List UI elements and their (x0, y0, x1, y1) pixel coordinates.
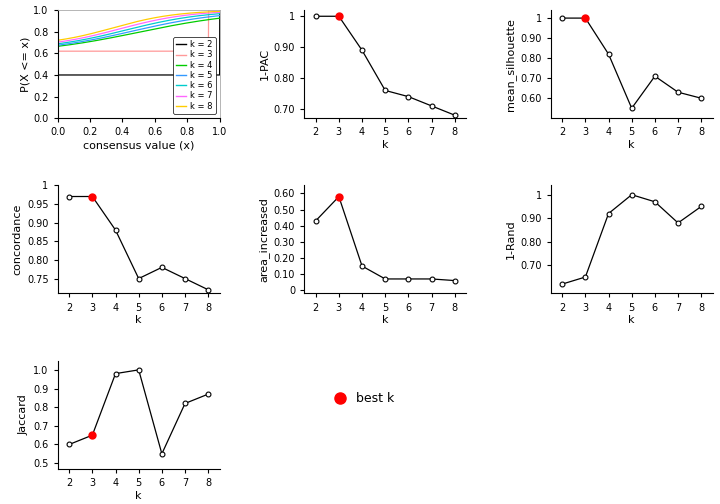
X-axis label: k: k (382, 140, 389, 150)
X-axis label: k: k (382, 316, 389, 325)
Y-axis label: P(X <= x): P(X <= x) (20, 36, 30, 92)
Y-axis label: Jaccard: Jaccard (19, 394, 29, 435)
X-axis label: k: k (629, 316, 635, 325)
Y-axis label: mean_silhouette: mean_silhouette (505, 18, 516, 110)
Text: best k: best k (356, 392, 395, 405)
X-axis label: k: k (629, 140, 635, 150)
X-axis label: k: k (135, 490, 142, 500)
Y-axis label: concordance: concordance (13, 204, 23, 275)
Y-axis label: 1-Rand: 1-Rand (506, 220, 516, 259)
X-axis label: consensus value (x): consensus value (x) (83, 140, 194, 150)
X-axis label: k: k (135, 316, 142, 325)
Legend: k = 2, k = 3, k = 4, k = 5, k = 6, k = 7, k = 8: k = 2, k = 3, k = 4, k = 5, k = 6, k = 7… (173, 37, 215, 114)
Y-axis label: area_increased: area_increased (258, 197, 269, 282)
Y-axis label: 1-PAC: 1-PAC (259, 48, 269, 80)
